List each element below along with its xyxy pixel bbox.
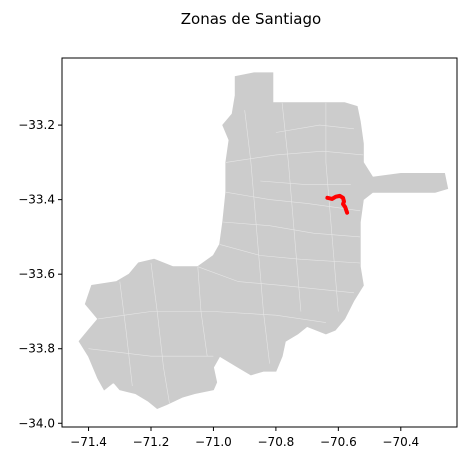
zone-boundary-line [119, 281, 133, 387]
zone-boundary-line [219, 244, 361, 264]
zone-boundary-line [197, 266, 208, 357]
y-tick-label: −33.6 [18, 267, 55, 281]
zone-boundary-line [244, 110, 270, 364]
zone-boundary-line [88, 348, 214, 357]
y-tick-label: −33.2 [18, 118, 55, 132]
zone-boundary-line [197, 266, 355, 294]
zone-boundary-line [150, 262, 170, 405]
x-axis: −71.4 −71.2 −71.0 −70.8 −70.6 −70.4 [70, 427, 419, 449]
zone-boundary-line [260, 180, 351, 185]
y-tick-label: −33.4 [18, 193, 55, 207]
x-tick-label: −70.6 [320, 435, 357, 449]
santiago-region [78, 72, 449, 409]
x-tick-label: −71.0 [195, 435, 232, 449]
x-tick-label: −70.4 [382, 435, 419, 449]
x-tick-label: −71.4 [70, 435, 107, 449]
zone-boundary-line [275, 124, 355, 133]
axes-frame [61, 57, 458, 428]
zone-boundary-line [281, 102, 302, 312]
highlighted-zone [325, 193, 350, 215]
zone-boundary-line [225, 191, 361, 212]
zone-boundary-line [222, 221, 361, 238]
zone-boundary-line [225, 150, 364, 163]
y-tick-label: −33.8 [18, 342, 55, 356]
chart-title: Zonas de Santiago [181, 10, 321, 28]
plot-area [78, 72, 449, 409]
zone-boundary-line [97, 311, 326, 323]
x-tick-label: −71.2 [133, 435, 170, 449]
y-tick-label: −34.0 [18, 416, 55, 430]
y-axis: −33.2 −33.4 −33.6 −33.8 −34.0 [18, 118, 62, 430]
zone-boundaries [88, 102, 364, 405]
x-tick-label: −70.8 [258, 435, 295, 449]
